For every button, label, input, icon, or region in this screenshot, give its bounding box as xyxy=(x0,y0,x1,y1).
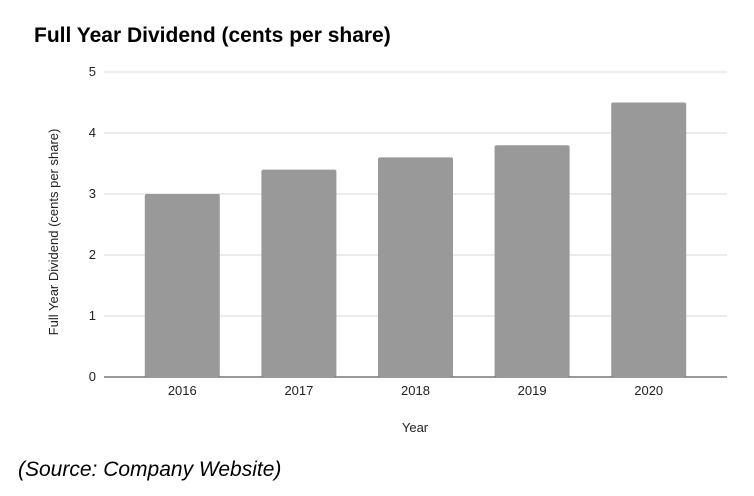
source-note: (Source: Company Website) xyxy=(18,458,282,481)
bar-2017 xyxy=(261,169,337,377)
bar-2020 xyxy=(611,102,687,377)
y-tick-label: 0 xyxy=(89,369,96,384)
y-tick-label: 1 xyxy=(89,308,96,323)
chart-title: Full Year Dividend (cents per share) xyxy=(34,24,391,47)
y-tick-label: 5 xyxy=(89,64,96,79)
y-tick-label: 2 xyxy=(89,247,96,262)
x-axis-label: Year xyxy=(402,420,429,435)
x-tick-label: 2018 xyxy=(401,383,430,398)
bar-2019 xyxy=(494,145,570,377)
bar-2018 xyxy=(378,157,453,377)
x-tick-label: 2019 xyxy=(518,383,547,398)
y-axis-label: Full Year Dividend (cents per share) xyxy=(46,129,61,336)
x-tick-label: 2016 xyxy=(168,383,197,398)
x-tick-label: 2017 xyxy=(284,383,313,398)
y-tick-label: 4 xyxy=(89,125,96,140)
x-tick-label: 2020 xyxy=(634,383,663,398)
y-tick-label: 3 xyxy=(89,186,96,201)
bar-2016 xyxy=(144,194,220,377)
